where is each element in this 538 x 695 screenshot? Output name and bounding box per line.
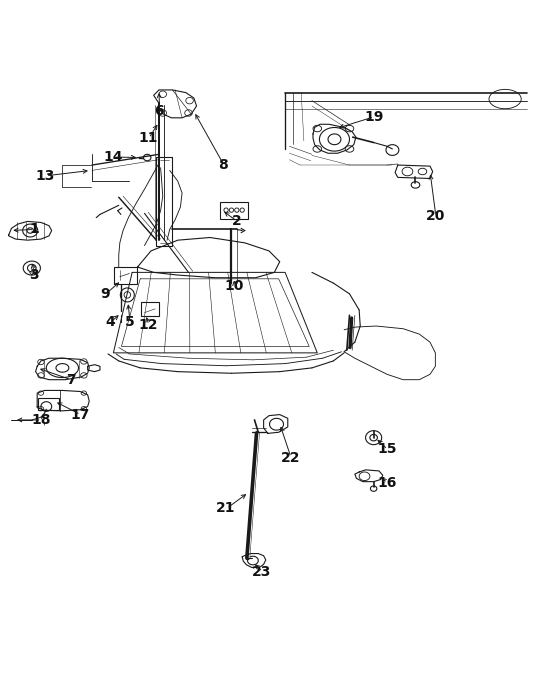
Text: 7: 7	[66, 373, 75, 386]
Text: 8: 8	[218, 158, 228, 172]
Text: 11: 11	[138, 131, 158, 145]
Text: 21: 21	[216, 502, 236, 516]
Text: 2: 2	[232, 214, 242, 229]
Text: 22: 22	[281, 450, 300, 464]
Text: 10: 10	[224, 279, 244, 293]
Text: 1: 1	[29, 222, 39, 236]
Text: 15: 15	[377, 443, 397, 457]
Text: 9: 9	[101, 287, 110, 301]
Text: 5: 5	[125, 315, 134, 329]
Text: 12: 12	[138, 318, 158, 332]
Text: 4: 4	[106, 315, 116, 329]
Text: 3: 3	[29, 268, 39, 282]
Text: 19: 19	[364, 110, 384, 124]
Text: 13: 13	[36, 169, 55, 183]
Text: 17: 17	[70, 407, 90, 422]
Text: 6: 6	[154, 104, 164, 118]
Text: 14: 14	[104, 150, 123, 164]
Text: 18: 18	[31, 413, 51, 427]
Text: 20: 20	[426, 209, 445, 223]
Text: 23: 23	[252, 565, 272, 579]
Text: 16: 16	[377, 475, 397, 490]
